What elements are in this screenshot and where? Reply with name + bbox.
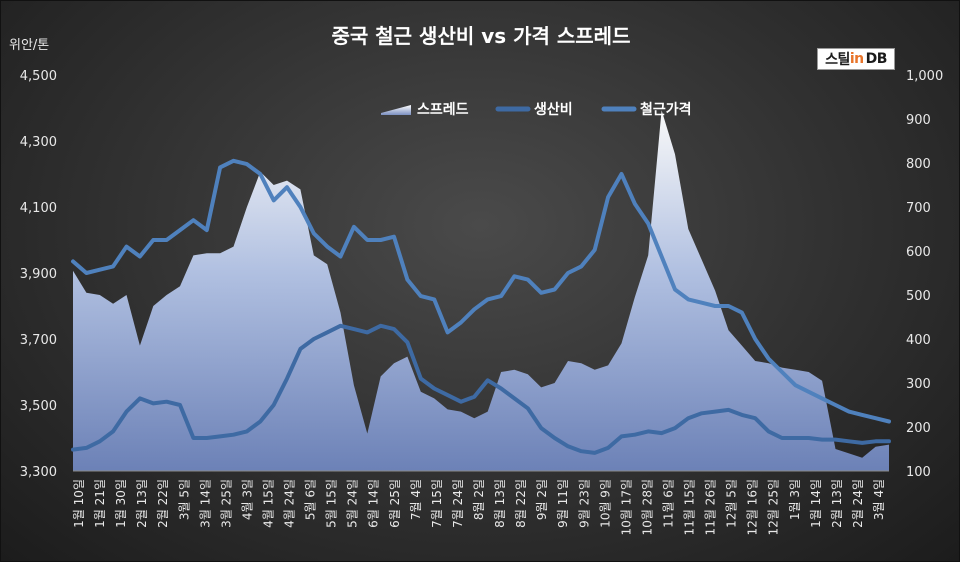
legend-label: 생산비 — [534, 101, 573, 118]
x-tick-label: 7월 15일 — [430, 479, 444, 528]
left-axis-unit: 위안/톤 — [9, 38, 49, 53]
logo-text-2: in — [849, 51, 864, 67]
series-line-cost — [71, 323, 891, 455]
x-tick-label: 1월 21일 — [93, 479, 107, 528]
x-tick-label: 5월 15일 — [325, 479, 339, 528]
x-tick-label: 6월 25일 — [388, 479, 402, 528]
left-tick-label: 3,500 — [20, 399, 57, 414]
x-tick-label: 3월 4일 — [872, 479, 886, 520]
x-tick-label: 9월 23일 — [577, 479, 591, 528]
x-tick-label: 5월 24일 — [346, 479, 360, 528]
x-tick-label: 3월 14일 — [198, 479, 212, 528]
x-tick-label: 1월 3일 — [788, 479, 802, 520]
left-tick-label: 4,500 — [20, 69, 57, 84]
right-tick-label: 900 — [906, 113, 931, 128]
x-tick-label: 2월 22일 — [156, 479, 170, 528]
right-tick-label: 400 — [906, 333, 931, 348]
right-tick-label: 100 — [906, 465, 931, 480]
legend-label: 스프레드 — [417, 102, 469, 118]
x-tick-label: 12월 16일 — [746, 479, 760, 535]
x-tick-label: 5월 6일 — [304, 479, 318, 520]
right-tick-label: 1,000 — [906, 69, 943, 84]
x-tick-label: 11월 6일 — [662, 479, 676, 528]
x-tick-label: 2월 24일 — [851, 479, 865, 528]
x-tick-label: 2월 13일 — [135, 479, 149, 528]
x-tick-label: 2월 13일 — [830, 479, 844, 528]
x-tick-label: 12월 25일 — [767, 479, 781, 535]
x-tick-label: 6월 14일 — [367, 479, 381, 528]
x-tick-label: 7월 4일 — [409, 479, 423, 520]
left-axis: 3,300 3,500 3,700 3,900 4,100 4,300 4,500 — [20, 69, 57, 480]
left-tick-label: 4,300 — [20, 135, 57, 150]
right-tick-label: 700 — [906, 201, 931, 216]
x-tick-label: 8월 2일 — [472, 479, 486, 520]
legend-label: 철근가격 — [640, 101, 692, 118]
left-tick-label: 3,300 — [20, 465, 57, 480]
x-tick-label: 12월 5일 — [725, 479, 739, 528]
x-tick-label: 11월 15일 — [683, 479, 697, 535]
left-tick-label: 3,700 — [20, 333, 57, 348]
x-tick-label: 10월 28일 — [640, 479, 654, 535]
x-tick-label: 10월 9일 — [598, 479, 612, 528]
plot-area — [71, 110, 891, 472]
series-area-spread — [73, 110, 889, 471]
x-tick-label: 9월 2일 — [535, 479, 549, 520]
x-tick-label: 1월 10일 — [72, 479, 86, 528]
x-tick-label: 10월 17일 — [619, 479, 633, 535]
x-tick-label: 1월 30일 — [114, 479, 128, 528]
right-tick-label: 600 — [906, 245, 931, 260]
right-tick-label: 500 — [906, 289, 931, 304]
legend-swatch-spread — [381, 105, 411, 115]
x-tick-label: 3월 25일 — [219, 479, 233, 528]
chart-title: 중국 철근 생산비 vs 가격 스프레드 — [332, 24, 631, 48]
x-tick-label: 7월 24일 — [451, 479, 465, 528]
right-tick-label: 300 — [906, 377, 931, 392]
logo-text-3: DB — [865, 51, 888, 67]
x-tick-label: 11월 26일 — [704, 479, 718, 535]
x-tick-label: 8월 13일 — [493, 479, 507, 528]
x-axis: 1월 10일 1월 21일 1월 30일 2월 13일 2월 22일 3월 5일 3월 14… — [72, 479, 886, 535]
x-tick-label: 1월 14일 — [809, 479, 823, 528]
x-tick-label: 8월 22일 — [514, 479, 528, 528]
x-tick-label: 4월 24일 — [283, 479, 297, 528]
left-tick-label: 3,900 — [20, 267, 57, 282]
series-line-price — [71, 158, 891, 424]
x-tick-label: 9월 11일 — [556, 479, 570, 528]
x-tick-label: 3월 5일 — [177, 479, 191, 520]
right-tick-label: 800 — [906, 157, 931, 172]
right-axis: 100 200 300 400 500 600 700 800 900 1,000 — [906, 69, 943, 480]
x-tick-label: 4월 3일 — [240, 479, 254, 520]
steelin-db-logo: 스틸 in DB — [817, 48, 895, 70]
left-tick-label: 4,100 — [20, 201, 57, 216]
legend: 스프레드 생산비 철근가격 — [381, 101, 692, 118]
right-tick-label: 200 — [906, 421, 931, 436]
x-tick-label: 4월 15일 — [262, 479, 276, 528]
logo-text-1: 스틸 — [825, 52, 850, 68]
